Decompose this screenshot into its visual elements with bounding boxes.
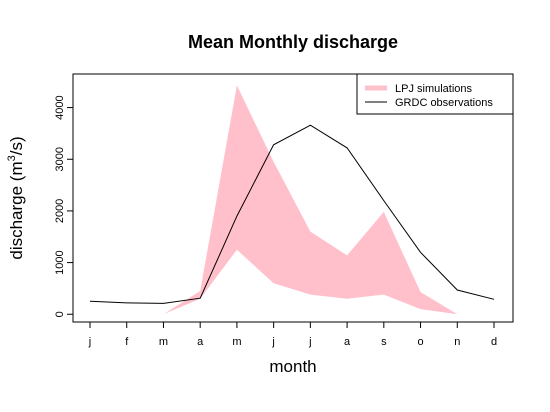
y-tick-label: 1000 xyxy=(54,250,66,274)
x-tick-label: s xyxy=(381,336,387,348)
y-tick-label: 2000 xyxy=(54,199,66,223)
chart-title: Mean Monthly discharge xyxy=(188,32,398,52)
y-tick-label: 4000 xyxy=(54,95,66,119)
x-tick-label: j xyxy=(88,336,91,348)
y-tick-label: 3000 xyxy=(54,147,66,171)
x-axis-label: month xyxy=(269,357,316,376)
legend-box xyxy=(356,73,514,115)
x-tick-label: j xyxy=(271,336,274,348)
y-axis: 0 1000 2000 3000 4000 xyxy=(54,95,73,317)
legend-label: GRDC observations xyxy=(395,97,493,109)
x-tick-label: j xyxy=(308,336,311,348)
y-axis-label-unit-tail: /s) xyxy=(7,136,26,155)
x-tick-label: m xyxy=(232,336,241,348)
lpj-simulation-band xyxy=(90,85,494,315)
x-tick-label: a xyxy=(344,336,351,348)
plot-area xyxy=(89,85,495,315)
grdc-observation-line xyxy=(89,124,495,304)
y-axis-label-superscript: 3 xyxy=(6,155,18,161)
y-axis-label: discharge (m3/s) xyxy=(6,136,26,259)
plot-frame xyxy=(72,73,514,323)
legend-label: LPJ simulations xyxy=(395,83,473,95)
x-tick-label: d xyxy=(491,336,497,348)
x-tick-label: n xyxy=(454,336,460,348)
legend: LPJ simulations GRDC observations xyxy=(356,73,514,115)
x-tick-label: m xyxy=(159,336,168,348)
x-tick-label: f xyxy=(125,336,129,348)
x-tick-label: o xyxy=(417,336,423,348)
y-axis-label-main: discharge (m xyxy=(7,161,26,259)
y-tick-label: 0 xyxy=(54,311,66,317)
x-tick-label: a xyxy=(197,336,204,348)
